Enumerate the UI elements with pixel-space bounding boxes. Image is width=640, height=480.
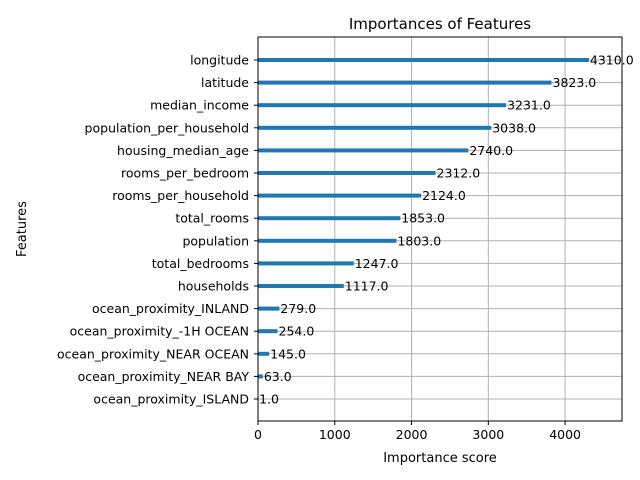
bar <box>258 351 270 356</box>
bar-value-label: 4310.0 <box>590 53 634 68</box>
bar-value-label: 145.0 <box>270 346 306 361</box>
x-axis: 0 1000 2000 3000 4000 <box>254 421 581 442</box>
y-tick-label: total_rooms <box>175 211 249 226</box>
y-tick-label: ocean_proximity_ISLAND <box>93 392 249 407</box>
y-tick-label: ocean_proximity_INLAND <box>92 301 249 316</box>
bar <box>258 171 436 175</box>
bar-value-label: 1117.0 <box>345 279 389 294</box>
bar <box>258 374 263 379</box>
y-tick-label: ocean_proximity_NEAR OCEAN <box>57 346 249 361</box>
bar <box>258 125 492 130</box>
chart-title: Importances of Features <box>349 15 531 33</box>
bar-value-label: 3038.0 <box>492 120 536 135</box>
y-tick-label: rooms_per_bedroom <box>121 166 249 181</box>
bar <box>258 261 354 266</box>
y-tick-label: median_income <box>150 98 249 113</box>
bar <box>258 216 401 221</box>
bar-value-label: 254.0 <box>279 324 315 339</box>
x-tick-label: 2000 <box>396 427 428 442</box>
y-tick-label: ocean_proximity_NEAR BAY <box>78 369 250 384</box>
x-tick-label: 0 <box>254 427 262 442</box>
y-tick-label: rooms_per_household <box>112 188 249 203</box>
bar-value-label: 2740.0 <box>469 143 513 158</box>
x-tick-label: 4000 <box>549 427 581 442</box>
bar-value-label: 1803.0 <box>397 233 441 248</box>
y-tick-label: ocean_proximity_-1H OCEAN <box>70 324 249 339</box>
x-tick-label: 3000 <box>472 427 504 442</box>
bars-layer <box>258 58 589 401</box>
bar <box>258 284 344 288</box>
plot-frame <box>257 36 623 422</box>
bar <box>258 58 589 62</box>
bar-value-label: 2124.0 <box>422 188 466 203</box>
y-tick-label: total_bedrooms <box>152 256 249 271</box>
y-axis-label: Features <box>15 201 30 257</box>
bar <box>258 148 469 153</box>
bar <box>258 103 507 108</box>
x-tick-label: 1000 <box>319 427 351 442</box>
bar-value-label: 1.0 <box>259 392 279 407</box>
bar <box>258 238 397 243</box>
bar-value-label: 2312.0 <box>437 166 481 181</box>
y-tick-label: population <box>182 233 249 248</box>
bar <box>258 80 552 85</box>
y-tick-label: population_per_household <box>85 120 249 135</box>
bar-value-label: 1247.0 <box>355 256 399 271</box>
y-tick-label: latitude <box>201 75 249 90</box>
y-tick-label: longitude <box>190 53 249 68</box>
y-axis: longitude latitude median_income population… <box>57 53 258 407</box>
bar-value-label: 1853.0 <box>401 211 445 226</box>
bar-value-label: 3231.0 <box>507 98 551 113</box>
bar-value-label: 279.0 <box>280 301 316 316</box>
y-tick-label: housing_median_age <box>117 143 249 158</box>
grid-layer <box>257 37 622 421</box>
y-tick-label: households <box>178 279 249 294</box>
bar-value-label: 63.0 <box>264 369 292 384</box>
bar-value-label: 3823.0 <box>553 75 597 90</box>
bar <box>258 329 278 334</box>
x-axis-label: Importance score <box>383 451 497 466</box>
bar <box>258 306 280 311</box>
bar <box>258 193 422 198</box>
